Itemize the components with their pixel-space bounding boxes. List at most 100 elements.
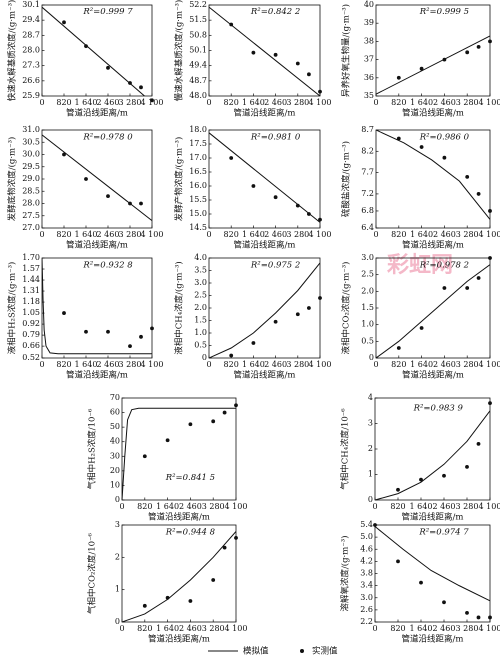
panel: 48.0 48.7 49.4 50.1 50.8 51.5 52.2 0 820 1 640 2 4… [174, 0, 332, 119]
x-tick-label: 4 100 [225, 624, 248, 633]
y-tick-label: 40 [364, 0, 374, 9]
measured-point [211, 419, 216, 424]
y-tick-label: 26.6 [22, 76, 40, 85]
y-tick-label: 1.05 [22, 308, 40, 317]
measured-point [62, 152, 66, 157]
measured-point [142, 603, 147, 608]
x-tick-label: 4 100 [309, 98, 332, 107]
y-tick-label: 36 [364, 73, 374, 82]
y-tick-label: 0 [369, 353, 374, 362]
x-tick-label: 3 280 [456, 98, 479, 107]
measured-point [295, 203, 300, 208]
measured-point [229, 22, 234, 27]
measured-point [318, 89, 322, 94]
model-line [209, 262, 320, 358]
y-tick-label: 1.0 [361, 320, 374, 329]
measured-point [211, 578, 216, 582]
y-tick-label: 28.5 [22, 186, 40, 195]
y-tick-label: 1.5 [361, 303, 374, 312]
measured-point [396, 136, 401, 141]
measured-point [465, 174, 470, 179]
measured-point [139, 334, 143, 339]
x-axis-label: 管道沿线距离/m [148, 634, 210, 645]
y-tick-label: 8.7 [361, 125, 374, 134]
plot-frame [41, 257, 153, 359]
x-tick-label: 1 640 [156, 624, 179, 633]
x-axis-label: 管道沿线距离/m [402, 512, 464, 523]
r2-annotation: R²=0.981 0 [250, 132, 301, 142]
x-axis-label: 管道沿线距离/m [402, 240, 464, 251]
y-tick-label: 1.31 [22, 286, 40, 295]
measured-point [62, 311, 66, 315]
x-tick-label: 0 [372, 502, 377, 511]
r2-annotation: R²=0.944 8 [165, 527, 216, 537]
y-tick-label: 3.8 [360, 569, 373, 578]
model-line [42, 134, 152, 222]
model-line [376, 264, 490, 358]
x-tick-label: 2 460 [433, 360, 456, 369]
x-tick-label: 2 460 [264, 360, 287, 369]
y-tick-label: 38 [364, 36, 374, 45]
measured-point [318, 296, 322, 300]
y-axis-label: 发酵产物浓度/(g·m⁻³) [174, 137, 185, 222]
measured-point [442, 57, 447, 62]
measured-point [476, 44, 481, 49]
x-tick-label: 4 100 [479, 98, 500, 107]
model-line [209, 132, 320, 223]
x-tick-label: 0 [119, 624, 124, 633]
panel: 6.46.87.27.78.28.70 820 1 640 2 460 3 280 4 1… [341, 125, 500, 251]
measured-point [234, 403, 238, 408]
r2-annotation: R²=0.932 8 [82, 261, 133, 271]
measured-point [84, 44, 88, 49]
y-tick-label: 0.66 [22, 341, 40, 350]
x-tick-label: 0 [373, 230, 378, 239]
x-tick-label: 0 [372, 624, 377, 633]
y-tick-label: 5.0 [360, 532, 373, 541]
y-axis-label: 溶解氧浓度/(g·m⁻³) [340, 535, 351, 611]
x-axis-label: 管道沿线距离/m [234, 240, 296, 251]
x-tick-label: 4 100 [141, 230, 164, 239]
measured-point [139, 201, 143, 206]
measured-point [307, 212, 311, 216]
x-tick-label: 2 460 [179, 502, 202, 511]
y-tick-label: 18.0 [189, 125, 207, 134]
x-tick-label: 820 [390, 502, 405, 511]
measured-point [234, 536, 238, 540]
x-tick-label: 820 [224, 360, 239, 369]
x-tick-label: 2 460 [433, 98, 456, 107]
measured-point [396, 346, 401, 350]
y-tick-label: 7.7 [361, 168, 374, 177]
y-tick-label: 6.4 [361, 223, 374, 232]
y-tick-label: 2 [115, 552, 120, 561]
y-tick-label: 27.5 [22, 211, 40, 220]
x-tick-label: 1 640 [242, 98, 265, 107]
plot-frame [121, 524, 237, 623]
y-tick-label: 3 [368, 419, 373, 428]
y-tick-label: 2.0 [361, 286, 374, 295]
x-tick-label: 3 280 [286, 98, 309, 107]
y-tick-label: 27.0 [22, 223, 40, 232]
y-tick-label: 28.0 [22, 46, 40, 55]
y-tick-label: 2.2 [360, 617, 373, 626]
y-tick-label: 20 [110, 466, 120, 475]
measured-point [488, 615, 492, 620]
x-tick-label: 4 100 [309, 230, 332, 239]
x-tick-label: 3 280 [119, 98, 142, 107]
model-line [375, 526, 490, 602]
y-tick-label: 17.5 [189, 139, 207, 148]
y-tick-label: 2.5 [194, 291, 207, 300]
x-axis-label: 管道沿线距离/m [402, 634, 464, 645]
measured-point [229, 353, 234, 358]
measured-point [188, 599, 193, 603]
x-tick-label: 0 [206, 230, 211, 239]
plot-frame [41, 4, 153, 97]
y-axis-label: 气相中CH₄浓度/10⁻⁶ [340, 408, 351, 490]
model-line [122, 531, 236, 622]
y-tick-label: 2.0 [194, 303, 207, 312]
x-tick-label: 0 [39, 360, 44, 369]
measured-point [142, 454, 147, 459]
x-tick-label: 1 640 [410, 230, 433, 239]
measured-point [465, 50, 470, 55]
x-tick-label: 820 [391, 98, 406, 107]
